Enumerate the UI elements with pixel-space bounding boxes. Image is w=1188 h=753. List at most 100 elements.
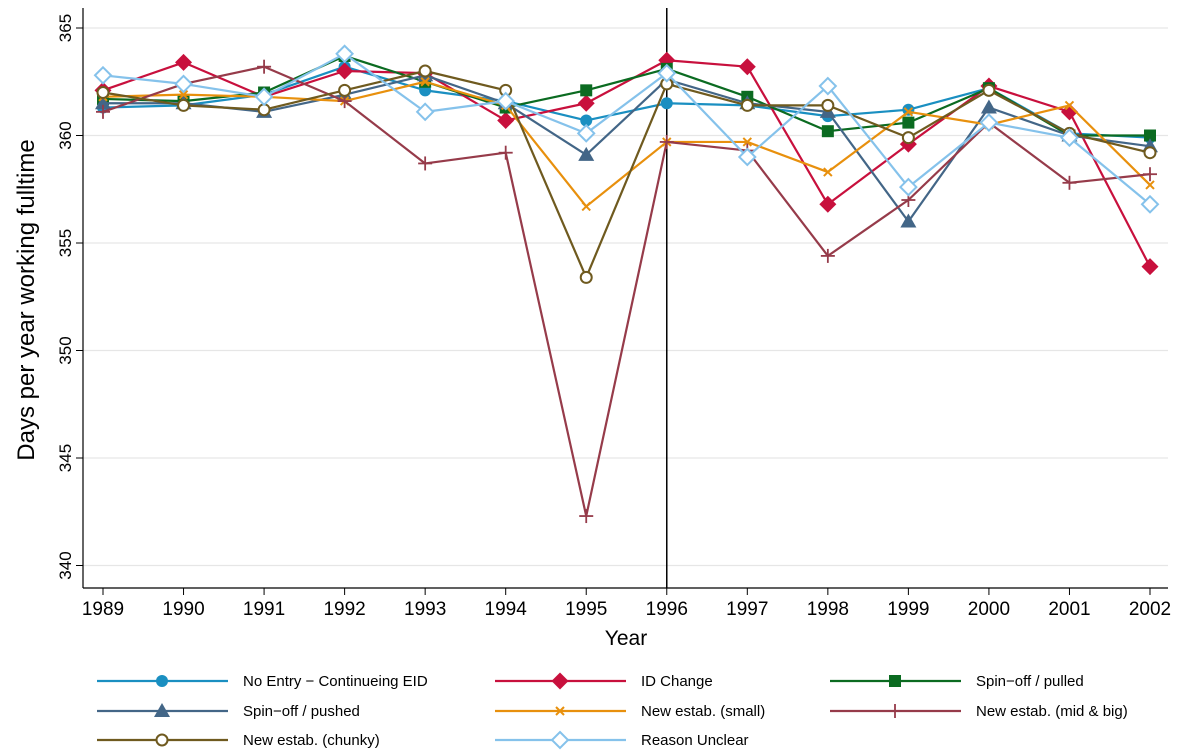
x-tick-label: 1998 [807,599,849,620]
y-tick-label: 360 [56,121,75,149]
gridlines [83,27,1168,567]
legend-item: New estab. (chunky) [97,732,380,749]
series-line [102,65,1151,518]
x-tick-label: 1996 [646,599,688,620]
y-tick-label: 340 [56,551,75,579]
legend-item: ID Change [495,672,713,690]
series-group [93,44,1160,524]
x-tick-label: 1990 [162,599,204,620]
data-point [257,59,272,74]
data-point-stroke [581,201,591,212]
x-tick-label: 1995 [565,599,607,620]
data-point [980,99,997,114]
data-point [1060,103,1078,121]
y-tick-label: 345 [56,444,75,472]
x-tick-label: 1993 [404,599,446,620]
x-tick-label: 2000 [968,599,1010,620]
data-point [898,177,918,197]
data-point [415,102,435,122]
data-point-stroke [823,167,833,177]
legend-item: New estab. (small) [495,703,765,720]
data-point-stroke [420,77,430,87]
data-point [1140,194,1160,214]
data-point [174,74,193,94]
data-point [821,98,835,112]
legend: No Entry − Continueing EID ID Change Spin−… [97,672,1128,750]
legend-label: ID Change [641,673,713,690]
series-6 [96,64,1157,284]
x-tick-label: 1999 [887,599,929,620]
data-point [576,123,596,143]
data-point [1062,175,1077,190]
data-point [497,111,515,129]
data-point [1143,146,1157,160]
data-point-stroke [178,89,189,100]
data-point [579,270,593,284]
data-point-stroke [742,137,753,147]
series-line [102,80,1151,208]
data-point [1144,129,1156,142]
data-point [581,201,591,212]
data-point [737,147,757,167]
data-point-stroke [555,706,565,716]
data-point [95,95,111,110]
series-5 [96,59,1157,524]
data-point [742,137,753,147]
data-point [888,704,902,718]
data-point [93,65,113,85]
legend-item: Spin−off / pulled [830,673,1084,690]
data-point [154,703,170,717]
data-point [579,509,594,524]
data-point [740,98,754,112]
data-point [818,76,838,96]
data-point [551,672,569,690]
series-7 [93,44,1160,214]
legend-item: No Entry − Continueing EID [97,673,428,690]
data-point [903,107,914,117]
data-point [418,156,433,171]
data-point [900,213,917,228]
data-point [1141,258,1159,276]
data-point [178,89,189,100]
y-tick-label: 350 [56,336,75,364]
data-point [498,145,513,160]
series-3 [95,67,1158,228]
data-point [496,91,516,111]
data-point [979,113,999,133]
data-point [175,53,193,71]
legend-label: Reason Unclear [641,732,749,749]
data-point [418,64,432,78]
x-axis-label: Year [605,627,647,650]
data-point [738,58,756,76]
legend-label: No Entry − Continueing EID [243,673,428,690]
data-point [254,87,274,107]
y-tick-label: 365 [56,14,75,42]
data-point [578,146,595,161]
data-point [821,125,834,138]
data-point-stroke [1064,100,1075,111]
x-tick-label: 2001 [1048,599,1090,620]
data-point [819,195,837,213]
x-tick-label: 1992 [323,599,365,620]
data-point [1060,128,1079,148]
legend-item: Spin−off / pushed [97,703,360,720]
legend-label: Spin−off / pulled [976,673,1084,690]
data-point [577,94,595,112]
legend-label: Spin−off / pushed [243,703,360,720]
x-tick-label: 1989 [82,599,124,620]
legend-label: New estab. (small) [641,703,765,720]
data-point [901,131,915,145]
data-point [338,83,352,97]
data-point [177,98,191,112]
data-point [155,733,169,747]
data-point [580,84,593,97]
data-point [335,44,355,64]
data-point [96,86,110,99]
data-point [889,675,901,687]
series-1 [94,51,1159,276]
series-line [103,74,1151,223]
data-point [902,116,915,129]
data-point [660,97,673,110]
data-point [1143,167,1157,182]
